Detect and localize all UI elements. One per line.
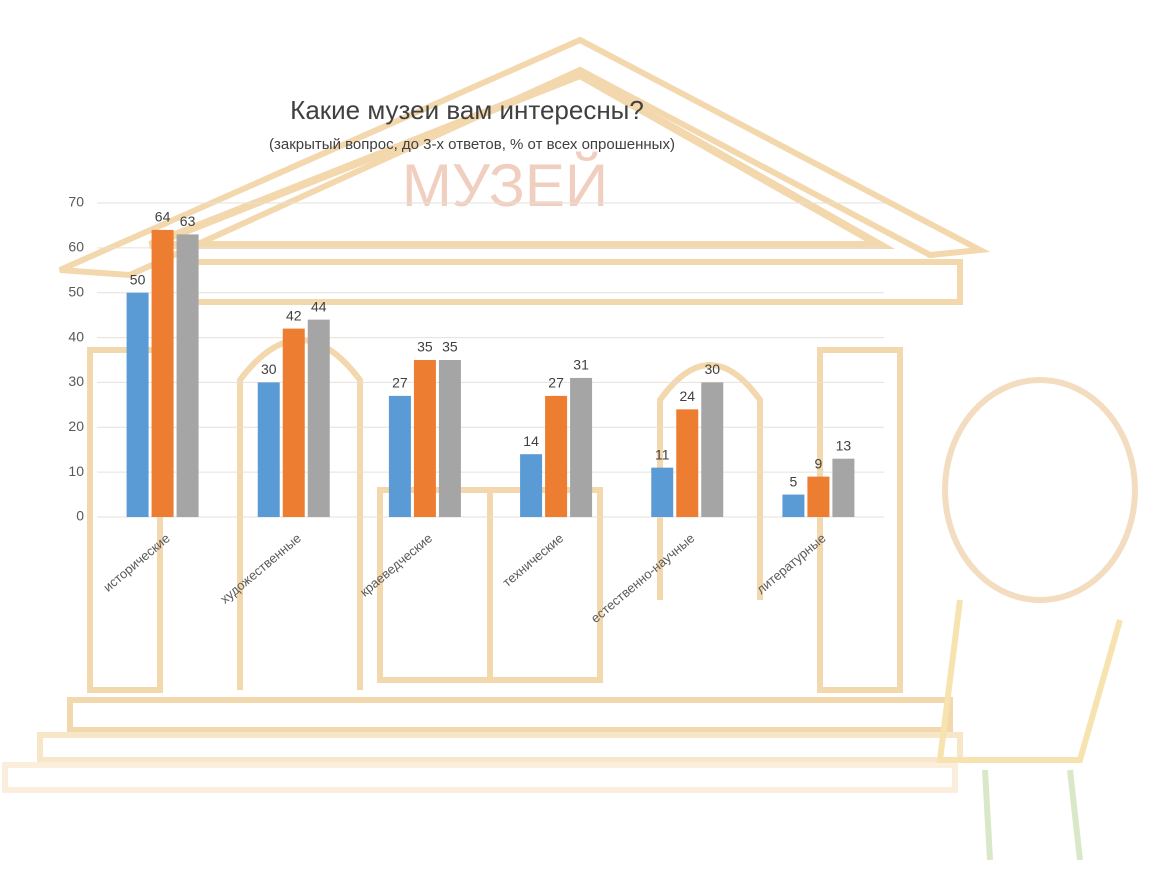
chart-subtitle: (закрытый вопрос, до 3-х ответов, % от в…	[269, 136, 675, 153]
bar	[126, 292, 149, 517]
bar	[151, 229, 174, 517]
bar	[701, 382, 724, 517]
watermark: МУЗЕЙ	[402, 152, 608, 219]
y-tick-label: 20	[68, 418, 84, 434]
y-tick-label: 10	[68, 463, 84, 479]
data-label: 30	[704, 361, 720, 377]
bar	[520, 454, 543, 517]
data-label: 64	[155, 209, 171, 225]
data-label: 42	[286, 307, 302, 323]
y-tick-label: 40	[68, 328, 84, 344]
data-label: 27	[392, 375, 408, 391]
bar	[570, 377, 593, 517]
bar	[388, 395, 411, 517]
bar	[651, 467, 674, 517]
x-tick-label: технические	[500, 530, 567, 589]
bar	[438, 360, 461, 517]
y-tick-label: 30	[68, 373, 84, 389]
bar	[176, 234, 199, 517]
x-tick-label: художественные	[217, 530, 304, 606]
data-label: 13	[836, 437, 852, 453]
data-label: 9	[815, 455, 823, 471]
data-label: 27	[548, 375, 564, 391]
data-label: 35	[442, 339, 458, 355]
y-tick-label: 70	[68, 194, 84, 210]
bar	[413, 360, 436, 517]
data-label: 44	[311, 298, 327, 314]
data-label: 63	[180, 213, 196, 229]
y-tick-label: 50	[68, 283, 84, 299]
y-tick-label: 60	[68, 239, 84, 255]
bar	[832, 458, 855, 517]
museum-background	[2, 36, 1138, 861]
data-label: 35	[417, 339, 433, 355]
bar	[545, 395, 568, 517]
data-label: 24	[679, 388, 695, 404]
data-label: 30	[261, 361, 277, 377]
data-label: 11	[655, 446, 670, 462]
chart-title: Какие музеи вам интересны?	[290, 95, 644, 125]
data-label: 50	[130, 271, 146, 287]
x-tick-label: естественно-научные	[588, 530, 698, 625]
y-tick-label: 0	[76, 508, 84, 524]
bar	[807, 476, 830, 517]
bar	[307, 319, 330, 517]
bar	[282, 328, 305, 517]
data-label: 5	[790, 473, 798, 489]
x-tick-label: краеведческие	[357, 530, 435, 599]
data-label: 14	[523, 433, 539, 449]
bar	[676, 409, 699, 517]
bar	[257, 382, 280, 517]
data-label: 31	[573, 357, 589, 373]
bar	[782, 494, 805, 517]
